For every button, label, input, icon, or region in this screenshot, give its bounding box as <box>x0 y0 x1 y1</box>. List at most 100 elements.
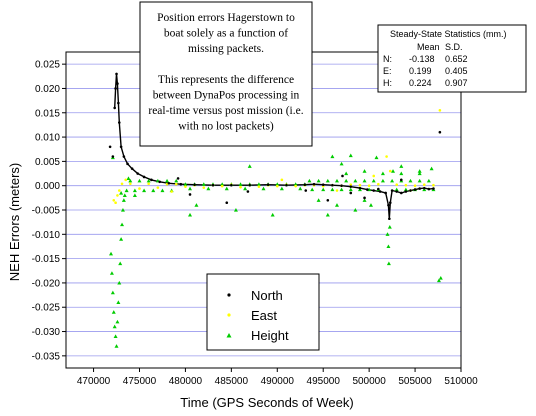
north-trace <box>114 73 434 219</box>
north-point <box>158 180 161 184</box>
north-point <box>188 193 192 196</box>
north-point <box>211 183 215 187</box>
height-point <box>109 251 114 256</box>
north-point <box>266 183 270 187</box>
x-tick-label: 470000 <box>77 376 111 387</box>
height-point <box>386 261 391 266</box>
east-point <box>372 174 376 178</box>
height-point <box>113 334 118 338</box>
height-point <box>321 187 326 192</box>
stats-cell: -0.138 <box>409 54 435 64</box>
north-point <box>167 181 171 185</box>
height-point <box>117 280 122 285</box>
height-point <box>362 198 367 202</box>
height-point <box>121 198 126 202</box>
height-point <box>122 193 127 198</box>
east-point <box>170 190 173 193</box>
north-point <box>341 174 344 178</box>
height-point <box>174 178 179 183</box>
height-point <box>137 178 142 183</box>
east-point <box>202 186 206 189</box>
height-point <box>165 178 170 183</box>
height-point <box>220 182 225 186</box>
height-point <box>188 212 193 217</box>
annotation-line: This represents the difference <box>158 74 294 86</box>
east-point <box>138 187 141 190</box>
north-point <box>117 101 120 105</box>
north-point <box>331 183 334 187</box>
data-marks <box>108 72 443 348</box>
height-point <box>233 208 238 212</box>
legend-label: Height <box>251 328 289 343</box>
height-point <box>386 244 391 249</box>
height-point <box>325 212 330 217</box>
north-point <box>366 188 369 191</box>
height-point <box>334 203 339 207</box>
height-point <box>132 188 137 193</box>
height-point <box>160 188 165 193</box>
stats-cell: 0.199 <box>409 66 432 76</box>
y-tick-label: 0.010 <box>35 133 60 144</box>
north-point <box>142 175 146 179</box>
north-point <box>136 172 139 175</box>
height-point <box>206 186 211 191</box>
height-point <box>353 178 358 183</box>
height-point <box>353 208 358 212</box>
east-point <box>395 183 398 187</box>
height-point <box>118 261 123 266</box>
height-point <box>109 271 114 275</box>
y-tick-label: -0.035 <box>32 351 61 362</box>
height-point <box>348 153 353 158</box>
height-point <box>116 300 121 304</box>
y-tick-label: 0.005 <box>35 157 60 168</box>
height-point <box>124 188 129 193</box>
north-point <box>119 145 123 149</box>
legend-swatch <box>226 333 232 338</box>
annotation-line: with no lost packets) <box>178 121 274 133</box>
y-tick-label: -0.010 <box>32 230 61 241</box>
north-point <box>225 201 229 205</box>
height-point <box>380 178 385 183</box>
legend-label: East <box>251 308 277 323</box>
height-point <box>339 187 344 192</box>
north-point <box>399 178 403 182</box>
height-point <box>408 178 413 183</box>
east-point <box>432 183 435 187</box>
north-point <box>384 191 387 195</box>
north-point <box>349 191 353 195</box>
height-point <box>316 198 321 202</box>
height-point <box>417 169 422 173</box>
north-point <box>193 183 196 187</box>
east-point <box>129 182 132 186</box>
x-tick-label: 505000 <box>398 376 432 387</box>
east-point <box>147 182 150 186</box>
x-axis: 470000 475000 480000 485000 490000 495000 5000… <box>77 368 478 387</box>
north-point <box>122 155 126 158</box>
north-point <box>388 201 392 205</box>
height-point <box>339 161 344 166</box>
y-tick-label: -0.020 <box>32 278 61 289</box>
height-point <box>330 187 335 192</box>
north-point <box>388 217 391 221</box>
north-point <box>230 183 233 187</box>
east-point <box>275 184 279 188</box>
stats-cell: 0.224 <box>409 78 432 88</box>
stats-cell: H: <box>383 78 392 88</box>
north-point <box>432 187 435 190</box>
north-point <box>285 183 288 187</box>
height-point <box>120 208 125 212</box>
height-point <box>120 222 125 227</box>
north-point <box>413 188 417 191</box>
y-tick-label: -0.030 <box>32 327 61 338</box>
height-point <box>243 186 248 191</box>
east-point <box>367 184 371 187</box>
height-point <box>399 164 404 168</box>
height-point <box>119 237 124 241</box>
height-point <box>275 182 280 186</box>
height-point <box>201 182 206 186</box>
north-point <box>117 121 121 124</box>
height-point <box>394 187 399 192</box>
annotation-line: missing packets. <box>188 43 264 55</box>
north-point <box>378 190 382 193</box>
